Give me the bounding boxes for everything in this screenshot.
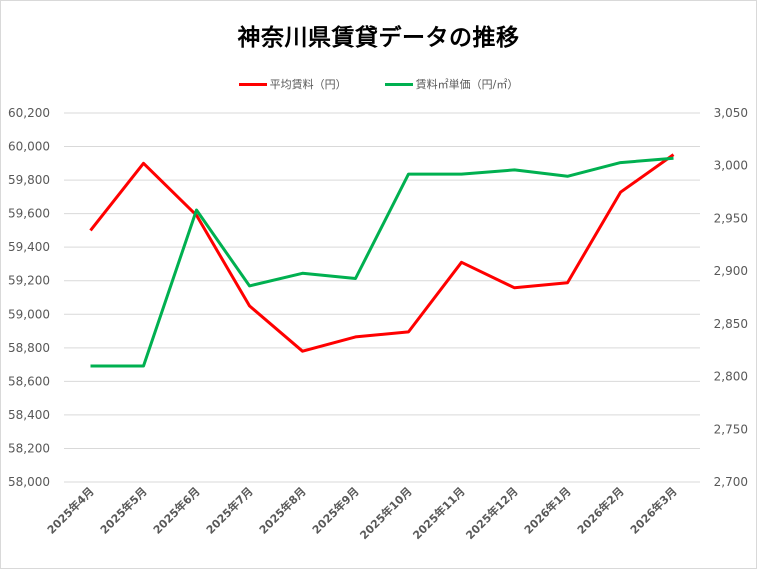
- legend: 平均賃料（円） 賃料㎡単価（円/㎡）: [0, 76, 757, 92]
- legend-label: 平均賃料（円）: [269, 78, 347, 91]
- left-tick-label: 58,200: [8, 441, 50, 455]
- series-line[interactable]: [90, 156, 674, 368]
- x-tick-label: 2025年10月: [357, 484, 415, 542]
- left-tick-label: 60,000: [8, 140, 50, 154]
- right-tick-label: 2,700: [714, 475, 748, 489]
- left-tick-label: 59,800: [8, 173, 50, 187]
- legend-item-avg-rent[interactable]: 平均賃料（円）: [238, 76, 347, 92]
- left-axis: 58,000 58,200 58,400 58,600 58,800 59,000 59,2…: [8, 106, 50, 489]
- series-line[interactable]: [89, 153, 675, 353]
- legend-swatch-red: [238, 82, 267, 86]
- right-tick-label: 3,000: [714, 159, 748, 173]
- x-tick-label: 2026年1月: [521, 484, 574, 537]
- legend-item-unit-price[interactable]: 賃料㎡単価（円/㎡）: [384, 76, 519, 92]
- left-tick-label: 59,400: [8, 240, 50, 254]
- gridlines: [64, 112, 700, 483]
- left-tick-label: 60,200: [8, 106, 50, 120]
- right-tick-label: 2,850: [714, 317, 748, 331]
- left-tick-label: 59,000: [8, 307, 50, 321]
- left-tick-label: 59,200: [8, 274, 50, 288]
- chart-title: 神奈川県賃貸データの推移: [237, 25, 520, 51]
- legend-swatch-green: [384, 82, 413, 86]
- left-tick-label: 58,400: [8, 408, 50, 422]
- x-axis: 2025年4月 2025年5月 2025年6月 2025年7月 2025年8月 2025年…: [44, 484, 680, 542]
- x-tick-label: 2025年6月: [150, 484, 203, 537]
- right-tick-label: 2,950: [714, 211, 748, 225]
- left-tick-label: 58,000: [8, 475, 50, 489]
- right-tick-label: 3,050: [714, 106, 748, 120]
- left-tick-label: 59,600: [8, 207, 50, 221]
- x-tick-label: 2026年2月: [574, 484, 627, 537]
- right-tick-label: 2,800: [714, 370, 748, 384]
- legend-label: 賃料㎡単価（円/㎡）: [415, 78, 519, 91]
- series-lines: [89, 153, 675, 368]
- x-tick-label: 2025年12月: [463, 484, 521, 542]
- x-tick-label: 2025年7月: [203, 484, 256, 537]
- x-tick-label: 2026年3月: [627, 484, 680, 537]
- right-axis: 2,700 2,750 2,800 2,850 2,900 2,950 3,000 3,050: [714, 106, 748, 489]
- left-tick-label: 58,600: [8, 374, 50, 388]
- x-tick-label: 2025年9月: [309, 484, 362, 537]
- x-tick-label: 2025年11月: [410, 484, 468, 542]
- right-tick-label: 2,750: [714, 422, 748, 436]
- x-tick-label: 2025年5月: [97, 484, 150, 537]
- x-tick-label: 2025年8月: [256, 484, 309, 537]
- x-tick-label: 2025年4月: [44, 484, 97, 537]
- left-tick-label: 58,800: [8, 341, 50, 355]
- right-tick-label: 2,900: [714, 264, 748, 278]
